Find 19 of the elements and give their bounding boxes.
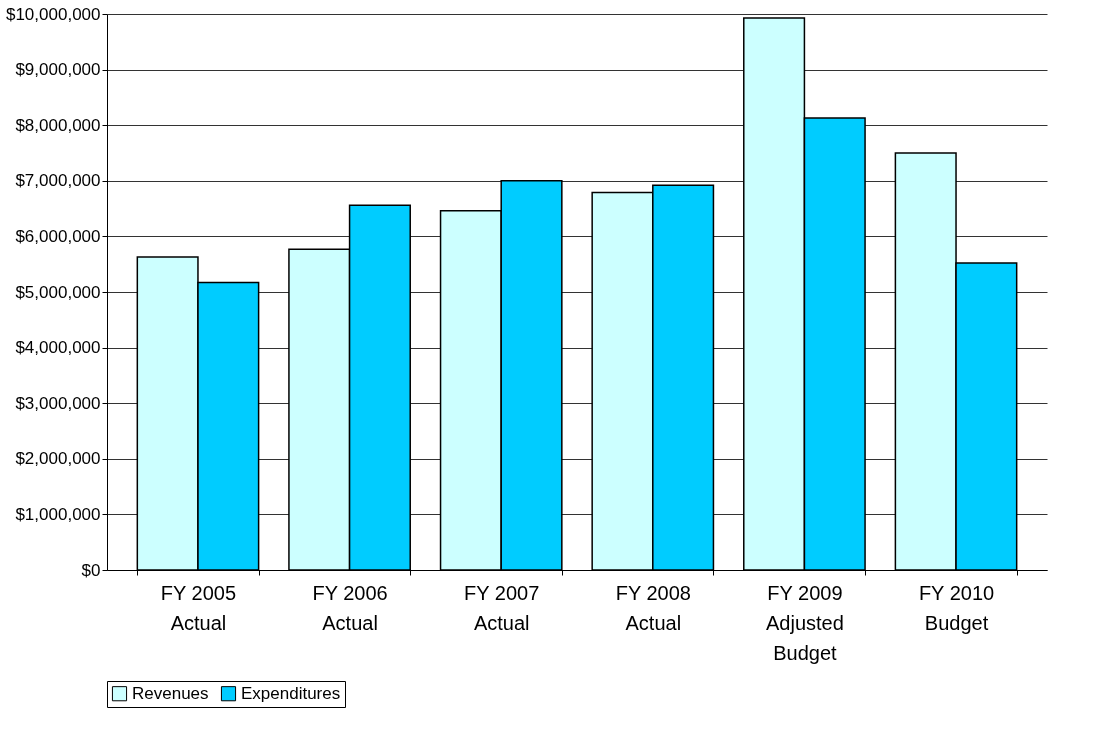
y-tick-label: $4,000,000	[15, 338, 101, 358]
legend-label: Expenditures	[241, 683, 341, 703]
y-tick-label: $2,000,000	[15, 449, 101, 469]
x-tick-label: FY 2005 Actual	[160, 581, 237, 634]
y-tick-label: $7,000,000	[15, 171, 101, 191]
y-tick-label: $8,000,000	[15, 115, 101, 135]
y-tick-label: $9,000,000	[15, 60, 101, 80]
y-tick-label: $3,000,000	[15, 393, 101, 413]
x-tick-label: FY 2009 Adjusted Budget	[766, 581, 844, 664]
x-tick-label: FY 2008 Actual	[615, 581, 691, 634]
y-tick-label: $1,000,000	[15, 504, 101, 524]
legend-label: Revenues	[132, 683, 209, 703]
x-tick-label: FY 2006 Actual	[312, 581, 388, 634]
x-tick-label: FY 2007 Actual	[464, 581, 540, 634]
y-tick-label: $6,000,000	[15, 226, 101, 246]
y-tick-label: $0	[81, 560, 101, 580]
y-tick-label: $5,000,000	[15, 282, 101, 302]
y-tick-label: $10,000,000	[5, 4, 101, 24]
x-tick-label: FY 2010 Budget	[918, 581, 995, 634]
